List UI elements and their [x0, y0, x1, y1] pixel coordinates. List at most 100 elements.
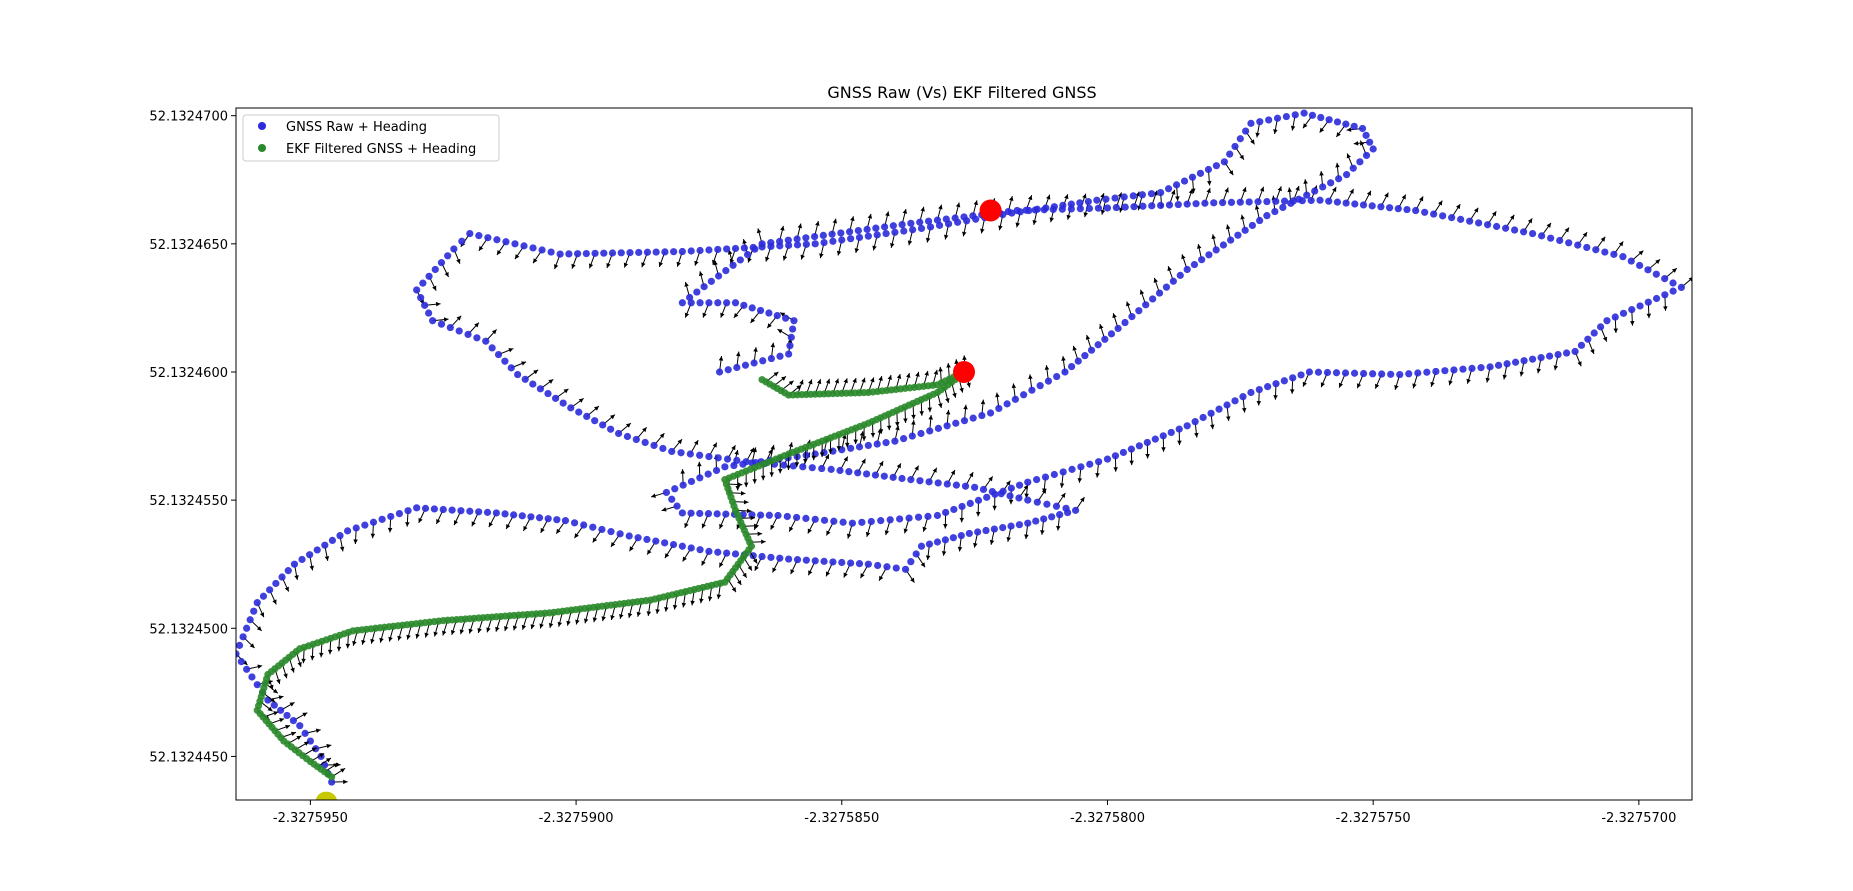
data-point — [1201, 200, 1208, 207]
heading-arrowhead — [699, 271, 703, 276]
data-point — [1421, 209, 1428, 216]
heading-arrowhead — [920, 207, 924, 212]
data-point — [650, 442, 657, 449]
data-point — [671, 485, 678, 492]
data-point — [600, 250, 607, 257]
data-point — [1636, 302, 1643, 309]
heading-arrowhead — [647, 611, 651, 616]
data-point — [900, 227, 907, 234]
data-point — [421, 302, 428, 309]
data-point — [705, 510, 712, 517]
data-point — [344, 527, 351, 534]
data-point — [891, 438, 898, 445]
data-point — [687, 450, 694, 457]
heading-arrowhead — [789, 442, 793, 447]
heading-arrowhead — [960, 518, 965, 523]
data-point — [1297, 371, 1304, 378]
data-point — [502, 238, 509, 245]
data-point — [1053, 503, 1060, 510]
data-point — [1086, 205, 1093, 212]
data-point — [943, 422, 950, 429]
data-point — [545, 515, 552, 522]
data-point — [466, 508, 473, 515]
heading-arrowhead — [611, 542, 615, 547]
heading-arrowhead — [860, 431, 864, 436]
data-point — [1430, 210, 1437, 217]
data-point — [907, 220, 914, 227]
heading-arrowhead — [744, 483, 749, 487]
data-point — [837, 229, 844, 236]
data-point — [829, 558, 836, 565]
heading-arrowhead — [682, 603, 686, 608]
data-point — [663, 489, 670, 496]
data-point — [1360, 370, 1367, 377]
data-point — [466, 230, 473, 237]
data-point — [1207, 410, 1214, 417]
heading-arrowhead — [325, 556, 329, 561]
heading-arrowhead — [1303, 123, 1307, 128]
data-point — [413, 286, 420, 293]
heading-arrowhead — [963, 405, 968, 410]
data-point — [260, 593, 267, 600]
data-point — [899, 221, 906, 228]
data-point — [1529, 230, 1536, 237]
heading-arrowhead — [1319, 171, 1324, 176]
data-point — [1326, 116, 1333, 123]
data-point — [307, 737, 314, 744]
data-point — [285, 567, 292, 574]
heading-arrowhead — [1197, 244, 1201, 249]
data-point — [785, 237, 792, 244]
data-point — [1175, 201, 1182, 208]
data-point — [1387, 371, 1394, 378]
heading-arrowhead — [744, 500, 749, 505]
heading-arrowhead — [871, 433, 876, 438]
data-point — [1628, 257, 1635, 264]
data-point — [238, 658, 245, 665]
data-point — [1366, 139, 1373, 146]
data-point — [529, 244, 536, 251]
data-point — [1077, 205, 1084, 212]
heading-arrowhead — [974, 200, 978, 205]
chart-title: GNSS Raw (Vs) EKF Filtered GNSS — [827, 83, 1096, 102]
data-point — [909, 432, 916, 439]
heading-arrowhead — [361, 640, 365, 645]
data-point — [511, 240, 518, 247]
data-point — [1405, 370, 1412, 377]
data-point — [788, 334, 795, 341]
heading-arrowhead — [444, 317, 449, 322]
data-point — [1088, 347, 1095, 354]
data-point — [1081, 352, 1088, 359]
data-point — [670, 541, 677, 548]
data-point — [950, 534, 957, 541]
heading-arrowhead — [758, 532, 763, 537]
data-point — [1256, 118, 1263, 125]
heading-arrowhead — [343, 780, 347, 785]
data-point — [1045, 377, 1052, 384]
data-point — [552, 395, 559, 402]
data-point — [353, 524, 360, 531]
data-point — [1502, 225, 1509, 232]
data-point — [1512, 359, 1519, 366]
data-point — [1152, 436, 1159, 443]
data-point — [464, 331, 471, 338]
data-point — [264, 696, 271, 703]
data-point — [417, 294, 424, 301]
data-point — [1157, 189, 1164, 196]
heading-arrowhead — [370, 639, 374, 644]
data-point — [1343, 199, 1350, 206]
data-point — [1628, 306, 1635, 313]
data-point — [431, 505, 438, 512]
heading-arrowhead — [783, 256, 787, 261]
heading-arrowhead — [1601, 237, 1605, 242]
data-point — [1264, 383, 1271, 390]
heading-arrowhead — [1140, 290, 1144, 295]
heading-arrowhead — [1009, 500, 1014, 505]
data-point — [705, 299, 712, 306]
data-point — [1037, 382, 1044, 389]
data-point — [987, 409, 994, 416]
data-point — [643, 536, 650, 543]
data-point — [1477, 364, 1484, 371]
data-point — [789, 325, 796, 332]
heading-arrowhead — [1273, 129, 1277, 134]
data-point — [991, 491, 998, 498]
